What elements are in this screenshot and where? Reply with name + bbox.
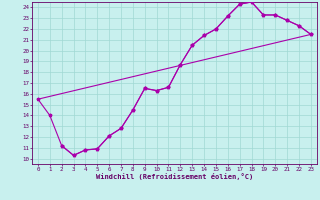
X-axis label: Windchill (Refroidissement éolien,°C): Windchill (Refroidissement éolien,°C) <box>96 173 253 180</box>
